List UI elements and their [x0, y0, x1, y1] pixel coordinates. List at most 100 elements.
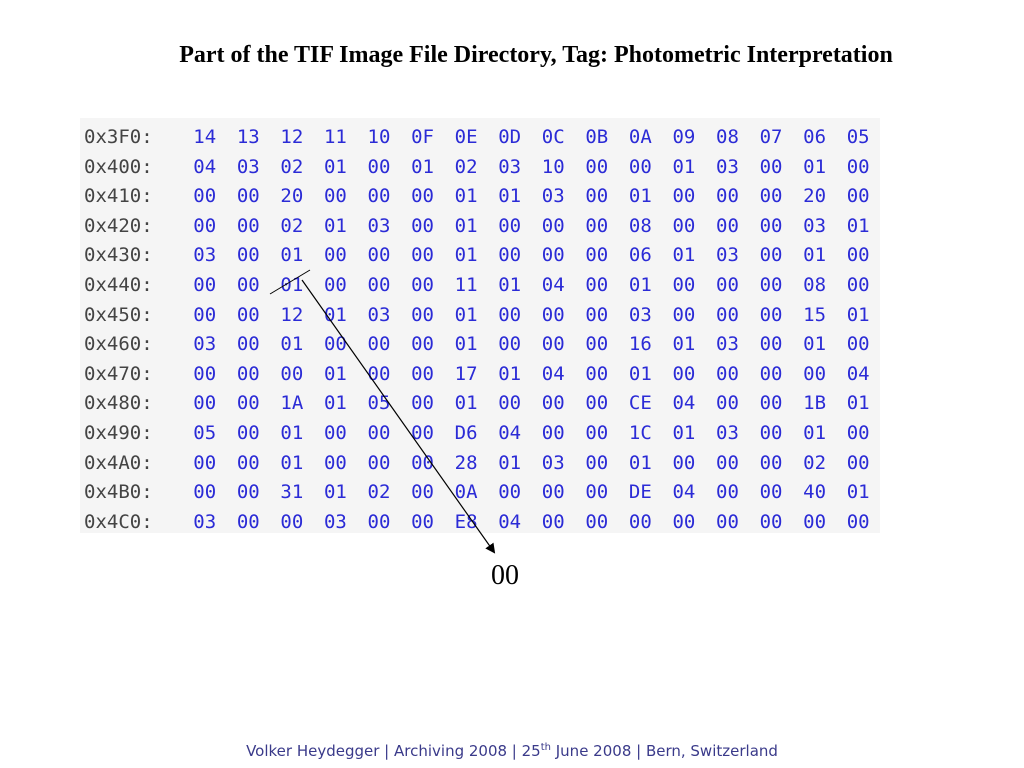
hex-byte: 00 — [672, 510, 696, 533]
hex-row: 0x4A0: 00 00 01 00 00 00 28 01 03 00 01 00 00 00 02 00 — [80, 449, 880, 479]
hex-byte: 00 — [367, 451, 391, 474]
footer: Volker Heydegger | Archiving 2008 | 25th… — [0, 742, 1024, 760]
hex-byte: 20 — [280, 185, 304, 208]
hex-byte: 00 — [672, 185, 696, 208]
hex-byte: 00 — [411, 303, 434, 326]
hex-byte: 10 — [541, 155, 565, 178]
hex-row: 0x440: 00 00 01 00 00 00 11 01 04 00 01 00 00 00 08 00 — [80, 271, 880, 301]
hex-byte: 03 — [716, 155, 739, 178]
hex-byte: 00 — [846, 333, 870, 356]
hex-row: 0x4C0: 03 00 00 03 00 00 E8 04 00 00 00 00 00 00 00 00 — [80, 508, 880, 538]
hex-byte: 00 — [280, 362, 304, 385]
hex-byte: 00 — [367, 155, 391, 178]
hex-dump-panel: 0x3F0: 14 13 12 11 10 0F 0E 0D 0C 0B 0A 09 08 07 06 05 0x… — [80, 118, 880, 533]
hex-byte: 0A — [454, 481, 478, 504]
hex-byte: 00 — [323, 273, 347, 296]
hex-byte: 0F — [411, 126, 434, 148]
hex-byte: 03 — [367, 214, 391, 237]
hex-byte: 01 — [323, 303, 347, 326]
hex-byte: 00 — [323, 333, 347, 356]
hex-byte: 01 — [323, 214, 347, 237]
hex-byte: 00 — [411, 392, 434, 415]
hex-row: 0x400: 04 03 02 01 00 01 02 03 10 00 00 01 03 00 01 00 — [80, 153, 880, 183]
hex-byte: 00 — [585, 185, 609, 208]
hex-byte: 00 — [846, 510, 870, 533]
hex-byte: 00 — [759, 362, 783, 385]
hex-byte: 01 — [628, 362, 652, 385]
hex-byte: 00 — [585, 421, 609, 444]
hex-byte: 04 — [498, 510, 522, 533]
hex-byte: 00 — [759, 185, 783, 208]
hex-byte: 00 — [367, 362, 391, 385]
hex-byte: 00 — [759, 214, 783, 237]
hex-byte: 00 — [672, 273, 696, 296]
hex-byte: 00 — [716, 481, 739, 504]
hex-byte: 17 — [454, 362, 478, 385]
hex-address: 0x4A0: — [84, 451, 153, 474]
hex-row: 0x4B0: 00 00 31 01 02 00 0A 00 00 00 DE 04 00 00 40 01 — [80, 478, 880, 508]
hex-byte: 00 — [716, 392, 739, 415]
hex-row: 0x490: 05 00 01 00 00 00 D6 04 00 00 1C 01 03 00 01 00 — [80, 419, 880, 449]
hex-byte: 00 — [585, 155, 609, 178]
hex-byte: 04 — [846, 362, 870, 385]
hex-byte: 00 — [411, 481, 434, 504]
hex-byte: 12 — [280, 303, 304, 326]
hex-byte: 01 — [280, 273, 304, 296]
hex-byte: 00 — [716, 303, 739, 326]
hex-byte: 02 — [367, 481, 391, 504]
hex-byte: 01 — [454, 244, 478, 267]
hex-byte: 00 — [716, 451, 739, 474]
footer-prefix: Volker Heydegger | Archiving 2008 | 25 — [246, 742, 541, 760]
hex-byte: 00 — [716, 362, 739, 385]
hex-byte: E8 — [454, 510, 478, 533]
hex-byte: 00 — [193, 273, 217, 296]
hex-byte: 0C — [541, 126, 565, 148]
hex-byte: 00 — [323, 451, 347, 474]
hex-byte: 04 — [672, 481, 696, 504]
hex-address: 0x490: — [84, 421, 153, 444]
hex-byte: 00 — [411, 273, 434, 296]
hex-byte: 00 — [672, 303, 696, 326]
hex-byte: 01 — [846, 214, 870, 237]
hex-byte: 01 — [454, 214, 478, 237]
hex-address: 0x480: — [84, 392, 153, 415]
hex-byte: 00 — [585, 451, 609, 474]
hex-byte: 01 — [846, 481, 870, 504]
hex-address: 0x420: — [84, 214, 153, 237]
hex-byte: 00 — [193, 214, 217, 237]
hex-byte: 00 — [498, 333, 522, 356]
hex-row: 0x470: 00 00 00 01 00 00 17 01 04 00 01 00 00 00 00 04 — [80, 360, 880, 390]
hex-byte: 00 — [759, 392, 783, 415]
hex-byte: 00 — [498, 392, 522, 415]
hex-byte: 01 — [498, 362, 522, 385]
hex-byte: 20 — [803, 185, 827, 208]
hex-byte: 00 — [193, 392, 217, 415]
hex-byte: 00 — [367, 273, 391, 296]
hex-byte: 00 — [236, 333, 260, 356]
hex-byte: 00 — [236, 421, 260, 444]
hex-byte: 00 — [323, 421, 347, 444]
hex-byte: 00 — [541, 244, 565, 267]
hex-byte: 00 — [236, 451, 260, 474]
hex-byte: 01 — [498, 185, 522, 208]
hex-byte: 00 — [803, 362, 827, 385]
hex-address: 0x460: — [84, 333, 153, 356]
hex-byte: 00 — [759, 244, 783, 267]
hex-byte: 0B — [585, 126, 609, 148]
hex-byte: 01 — [454, 333, 478, 356]
hex-byte: 11 — [454, 273, 478, 296]
hex-byte: 0E — [454, 126, 478, 148]
hex-byte: 03 — [367, 303, 391, 326]
hex-byte: 00 — [280, 510, 304, 533]
hex-byte: 00 — [759, 273, 783, 296]
hex-byte: 00 — [411, 421, 434, 444]
hex-byte: 01 — [672, 155, 696, 178]
hex-byte: 00 — [498, 481, 522, 504]
hex-byte: 00 — [759, 303, 783, 326]
hex-byte: 01 — [803, 244, 827, 267]
hex-byte: 15 — [803, 303, 827, 326]
hex-byte: 01 — [280, 244, 304, 267]
hex-byte: 02 — [280, 214, 304, 237]
hex-byte: 1B — [803, 392, 827, 415]
hex-byte: 00 — [716, 185, 739, 208]
